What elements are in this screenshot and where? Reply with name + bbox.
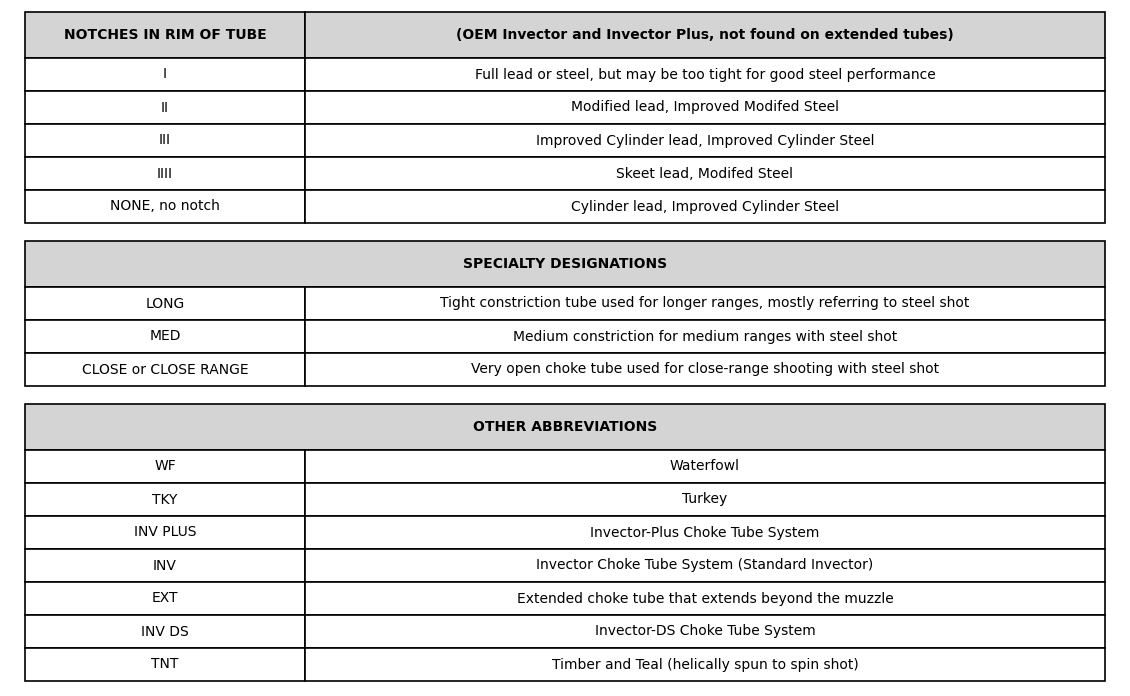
Bar bbox=[25, 404, 1105, 450]
Text: Cylinder lead, Improved Cylinder Steel: Cylinder lead, Improved Cylinder Steel bbox=[571, 200, 840, 214]
Bar bbox=[305, 582, 1105, 615]
Text: CLOSE or CLOSE RANGE: CLOSE or CLOSE RANGE bbox=[81, 363, 249, 377]
Text: II: II bbox=[160, 100, 170, 115]
Text: INV PLUS: INV PLUS bbox=[133, 525, 197, 539]
Bar bbox=[25, 615, 305, 648]
Bar bbox=[25, 91, 305, 124]
Text: Extended choke tube that extends beyond the muzzle: Extended choke tube that extends beyond … bbox=[516, 592, 894, 606]
Text: SPECIALTY DESIGNATIONS: SPECIALTY DESIGNATIONS bbox=[463, 257, 667, 271]
Text: Turkey: Turkey bbox=[683, 493, 728, 507]
Text: Timber and Teal (helically spun to spin shot): Timber and Teal (helically spun to spin … bbox=[551, 658, 859, 672]
Text: NOTCHES IN RIM OF TUBE: NOTCHES IN RIM OF TUBE bbox=[63, 28, 267, 42]
Bar bbox=[25, 190, 305, 223]
Bar bbox=[25, 483, 305, 516]
Bar bbox=[305, 12, 1105, 58]
Text: Invector-Plus Choke Tube System: Invector-Plus Choke Tube System bbox=[590, 525, 819, 539]
Bar bbox=[25, 549, 305, 582]
Bar bbox=[25, 320, 305, 353]
Text: Skeet lead, Modifed Steel: Skeet lead, Modifed Steel bbox=[617, 166, 793, 180]
Bar bbox=[25, 157, 305, 190]
Bar bbox=[305, 549, 1105, 582]
Text: IIII: IIII bbox=[157, 166, 173, 180]
Bar bbox=[305, 648, 1105, 681]
Bar bbox=[25, 241, 1105, 287]
Bar bbox=[305, 450, 1105, 483]
Text: Modified lead, Improved Modifed Steel: Modified lead, Improved Modifed Steel bbox=[571, 100, 838, 115]
Text: Tight constriction tube used for longer ranges, mostly referring to steel shot: Tight constriction tube used for longer … bbox=[441, 296, 970, 310]
Text: INV: INV bbox=[153, 558, 177, 573]
Bar bbox=[25, 124, 305, 157]
Bar bbox=[25, 287, 305, 320]
Text: TNT: TNT bbox=[151, 658, 179, 672]
Bar bbox=[25, 58, 305, 91]
Text: Waterfowl: Waterfowl bbox=[670, 459, 740, 473]
Text: INV DS: INV DS bbox=[141, 624, 189, 638]
Text: Medium constriction for medium ranges with steel shot: Medium constriction for medium ranges wi… bbox=[513, 329, 897, 344]
Bar bbox=[305, 320, 1105, 353]
Bar bbox=[305, 157, 1105, 190]
Text: OTHER ABBREVIATIONS: OTHER ABBREVIATIONS bbox=[472, 420, 658, 434]
Text: I: I bbox=[163, 68, 167, 81]
Text: III: III bbox=[159, 134, 171, 148]
Bar bbox=[305, 190, 1105, 223]
Text: Very open choke tube used for close-range shooting with steel shot: Very open choke tube used for close-rang… bbox=[471, 363, 939, 377]
Bar bbox=[25, 450, 305, 483]
Text: Invector Choke Tube System (Standard Invector): Invector Choke Tube System (Standard Inv… bbox=[537, 558, 873, 573]
Text: Invector-DS Choke Tube System: Invector-DS Choke Tube System bbox=[594, 624, 816, 638]
Bar bbox=[305, 615, 1105, 648]
Bar bbox=[25, 648, 305, 681]
Text: (OEM Invector and Invector Plus, not found on extended tubes): (OEM Invector and Invector Plus, not fou… bbox=[457, 28, 954, 42]
Bar bbox=[305, 287, 1105, 320]
Bar bbox=[305, 516, 1105, 549]
Text: NONE, no notch: NONE, no notch bbox=[110, 200, 220, 214]
Bar bbox=[305, 58, 1105, 91]
Bar bbox=[305, 483, 1105, 516]
Text: MED: MED bbox=[149, 329, 181, 344]
Bar bbox=[25, 582, 305, 615]
Bar bbox=[25, 516, 305, 549]
Bar bbox=[305, 124, 1105, 157]
Text: WF: WF bbox=[154, 459, 176, 473]
Bar bbox=[25, 12, 305, 58]
Text: EXT: EXT bbox=[151, 592, 179, 606]
Text: TKY: TKY bbox=[153, 493, 177, 507]
Bar bbox=[25, 353, 305, 386]
Text: LONG: LONG bbox=[146, 296, 184, 310]
Bar bbox=[305, 91, 1105, 124]
Text: Full lead or steel, but may be too tight for good steel performance: Full lead or steel, but may be too tight… bbox=[475, 68, 936, 81]
Text: Improved Cylinder lead, Improved Cylinder Steel: Improved Cylinder lead, Improved Cylinde… bbox=[536, 134, 875, 148]
Bar bbox=[305, 353, 1105, 386]
